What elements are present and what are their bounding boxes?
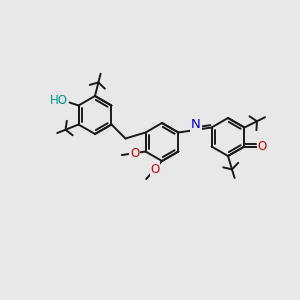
Text: O: O bbox=[258, 140, 267, 153]
Text: O: O bbox=[150, 163, 159, 176]
Text: HO: HO bbox=[50, 94, 68, 107]
Text: N: N bbox=[191, 118, 201, 131]
Text: O: O bbox=[130, 147, 139, 160]
